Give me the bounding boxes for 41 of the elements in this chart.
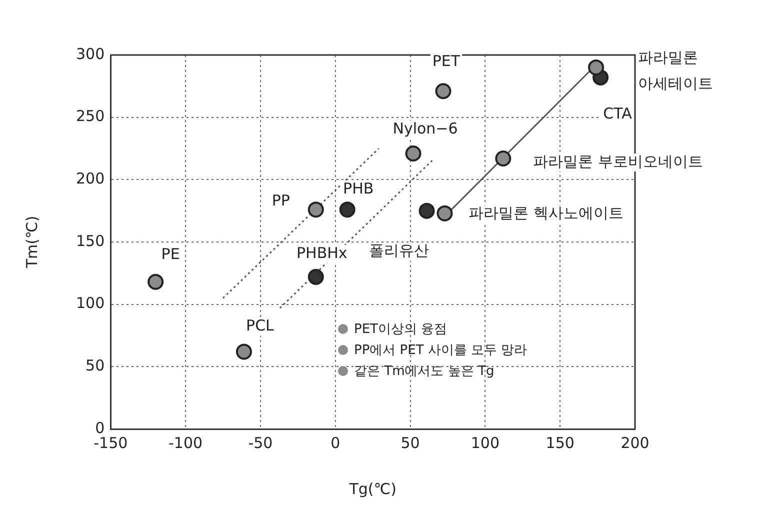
annotation: PP xyxy=(272,191,290,210)
x-tick-label: 200 xyxy=(620,434,650,452)
annotation: 파라밀론 부로비오네이트 xyxy=(533,152,703,170)
point xyxy=(308,202,324,218)
y-tick-label: 100 xyxy=(76,294,105,312)
y-tick-label: 300 xyxy=(76,44,105,63)
y-tick-label: 50 xyxy=(86,356,105,375)
point xyxy=(588,59,604,76)
point xyxy=(435,83,452,100)
x-tick-label: -100 xyxy=(168,434,203,452)
x-tick-label: -50 xyxy=(248,434,273,452)
point xyxy=(418,202,435,219)
annotation: CTA xyxy=(603,104,633,122)
annotation: 파라밀론 아세테이트 xyxy=(638,48,714,92)
x-tick-label: 50 xyxy=(400,434,420,452)
x-tick-label: 150 xyxy=(546,434,574,452)
point xyxy=(405,145,422,162)
y-tick-label: 150 xyxy=(76,232,105,250)
point xyxy=(308,268,324,285)
annotation: 같은 Tm에서도 높은 Tg xyxy=(354,362,494,380)
annotation: PET xyxy=(432,52,461,70)
point xyxy=(495,150,512,166)
annotation: PHB xyxy=(343,179,374,198)
annotation: Nylon−6 xyxy=(392,119,458,138)
x-axis-title: Tg(℃) xyxy=(348,480,396,498)
annotation: PCL xyxy=(246,316,275,335)
annotation: 폴리유산 xyxy=(368,242,429,260)
annotation: 파라밀론 헥사노에이트 xyxy=(468,204,624,222)
point xyxy=(339,202,356,218)
x-tick-label: 100 xyxy=(470,434,500,452)
point xyxy=(148,274,164,290)
point xyxy=(436,205,453,222)
annotation: PP에서 PET 사이를 모두 망라 xyxy=(354,342,528,358)
annotation: PE xyxy=(161,244,180,263)
y-tick-label: 250 xyxy=(76,107,105,126)
annotation: PET이상의 융점 xyxy=(354,320,448,338)
y-axis-title: Tm(℃) xyxy=(22,216,41,270)
point xyxy=(236,344,252,360)
y-tick-label: 200 xyxy=(76,170,105,188)
x-tick-label: 0 xyxy=(330,434,340,452)
annotation: PHBHx xyxy=(296,244,348,262)
